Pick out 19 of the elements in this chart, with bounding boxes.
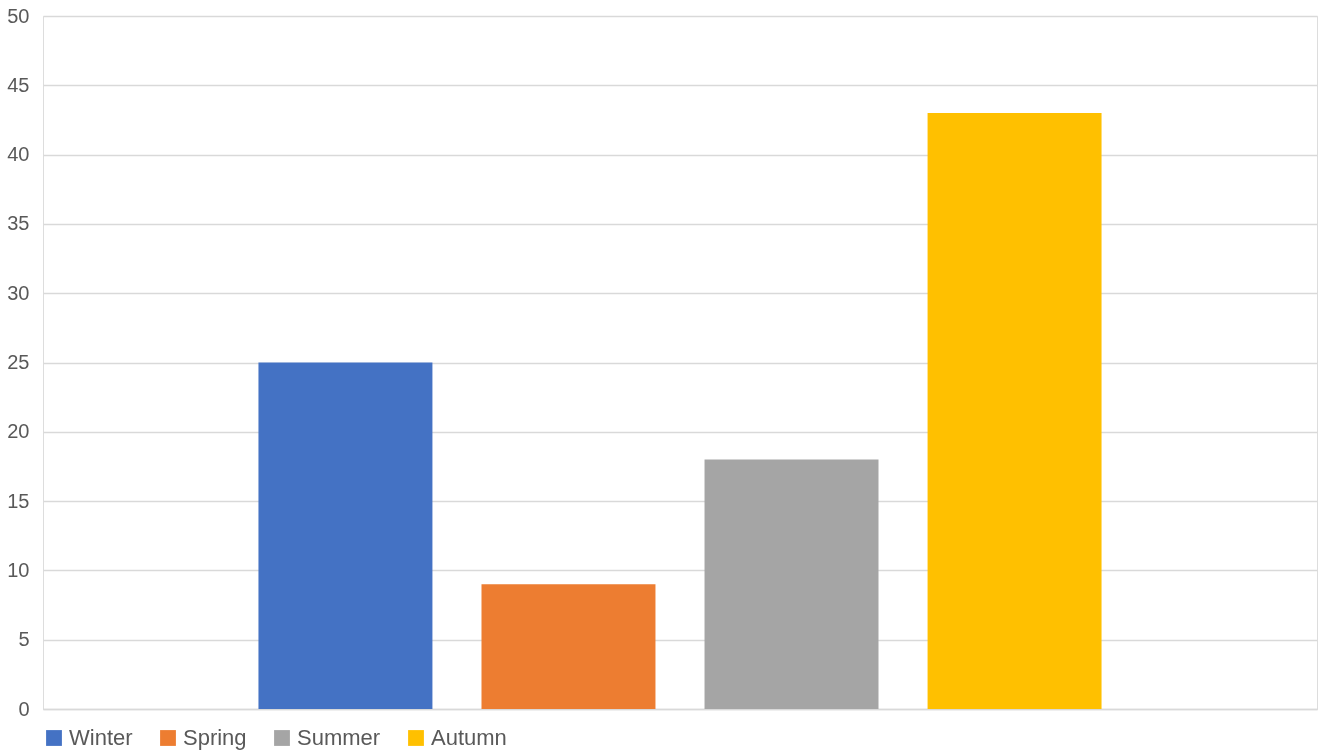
- bar: [927, 113, 1102, 709]
- y-tick-label: 10: [7, 558, 30, 581]
- y-tick-label: 35: [7, 212, 30, 235]
- legend-label: Winter: [69, 725, 133, 750]
- legend-label: Spring: [183, 725, 247, 750]
- legend-label: Autumn: [431, 725, 507, 750]
- legend-label: Summer: [297, 725, 381, 750]
- bar: [258, 362, 433, 709]
- y-tick-label: 5: [18, 628, 30, 651]
- y-tick-label: 30: [7, 281, 30, 304]
- bar: [704, 459, 879, 709]
- y-tick-label: 15: [7, 489, 30, 512]
- y-tick-label: 25: [7, 351, 30, 373]
- y-tick-label: 45: [7, 73, 30, 96]
- y-tick-label: 0: [18, 697, 30, 720]
- bar: [481, 584, 656, 709]
- y-tick-label: 20: [7, 420, 30, 443]
- y-tick-label: 40: [7, 143, 30, 166]
- y-tick-label: 50: [7, 4, 30, 27]
